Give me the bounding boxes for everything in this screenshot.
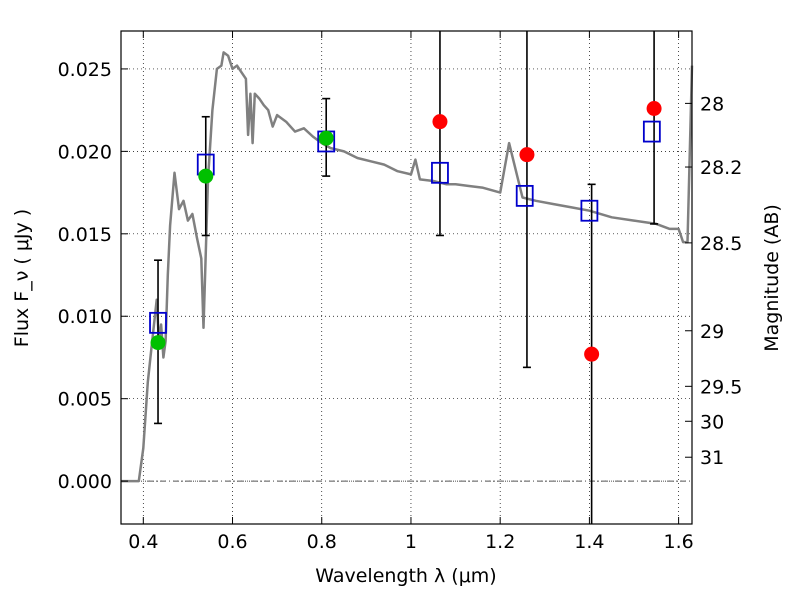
model-spectrum-line: [121, 51, 694, 483]
x-tick-label: 1.2: [485, 531, 515, 553]
y-axis-label: Flux F_ν ( μJy ): [11, 209, 33, 347]
y-tick-label: 0.005: [58, 389, 112, 411]
observed-point: [432, 114, 448, 130]
x-tick-label: 0.8: [307, 531, 337, 553]
x-tick-label: 0.6: [217, 531, 247, 553]
detected-point: [318, 130, 334, 146]
x-axis-label-text: Wavelength λ (μm): [315, 565, 496, 587]
mag-tick-label: 28: [700, 93, 724, 115]
plot-frame: [120, 30, 693, 525]
mag-tick-label: 29.5: [700, 376, 742, 398]
grid-lines: [121, 31, 692, 524]
y2-axis-label: Magnitude (AB): [761, 204, 783, 352]
axis-ticks: 0.4 0.6 0.8 1 1.2 1.4 1.6 0.000 0.005 0.010 0.015 0…: [58, 31, 742, 553]
observed-point: [519, 147, 535, 163]
synthetic-flux-square: [515, 184, 534, 207]
plot-layer: [121, 31, 694, 524]
mag-tick-label: 30: [700, 411, 724, 433]
y-tick-label: 0.025: [58, 59, 112, 81]
detected-point: [150, 335, 166, 351]
x-axis-label: Wavelength λ (μm): [315, 565, 496, 587]
synthetic-flux-square: [642, 120, 661, 143]
mag-tick-label: 31: [700, 447, 724, 469]
mag-tick-label: 28.5: [700, 233, 742, 255]
mag-tick-label: 28.2: [700, 157, 742, 179]
x-tick-label: 1.6: [664, 531, 694, 553]
x-tick-label: 1.4: [574, 531, 604, 553]
observed-point: [584, 346, 600, 362]
y-tick-label: 0.000: [58, 471, 112, 493]
y-tick-label: 0.020: [58, 141, 112, 163]
y-tick-label: 0.010: [58, 306, 112, 328]
x-tick-label: 1: [405, 531, 417, 553]
synthetic-flux-square: [149, 311, 167, 334]
observed-point: [646, 100, 662, 116]
x-tick-label: 0.4: [128, 531, 158, 553]
y-tick-label: 0.015: [58, 224, 112, 246]
mag-tick-label: 29: [700, 321, 724, 343]
synthetic-flux-square: [580, 199, 599, 222]
detected-point: [198, 168, 214, 184]
synthetic-flux-square: [431, 161, 449, 184]
